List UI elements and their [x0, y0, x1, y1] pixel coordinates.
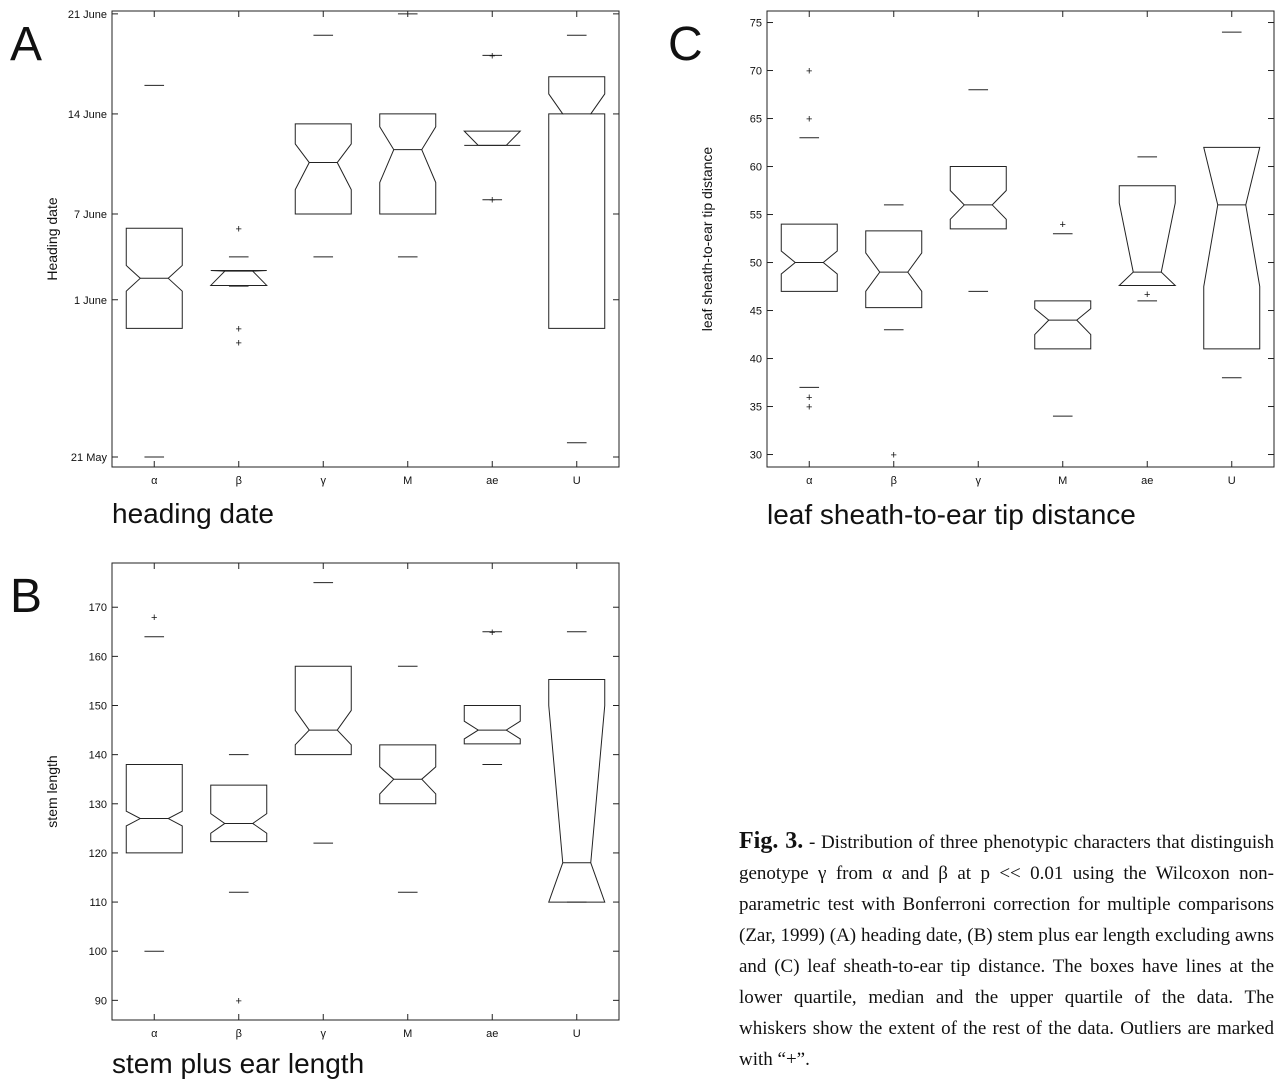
- outlier-marker: +: [489, 50, 495, 62]
- notched-box: [1203, 146, 1261, 350]
- y-tick-label: 7 June: [74, 209, 107, 221]
- outlier-marker: +: [806, 114, 812, 126]
- notched-box: [865, 230, 923, 309]
- x-tick-label: U: [573, 1028, 581, 1040]
- y-tick-label: 50: [750, 258, 762, 270]
- notched-box: [125, 227, 183, 329]
- outlier-marker: +: [806, 392, 812, 404]
- outlier-marker: +: [236, 995, 242, 1007]
- x-tick-label: β: [236, 1028, 242, 1040]
- outlier-marker: +: [236, 338, 242, 350]
- x-tick-label: α: [151, 475, 158, 487]
- outlier-marker: +: [891, 450, 897, 462]
- outlier-marker: +: [489, 627, 495, 639]
- notched-box: [949, 166, 1007, 230]
- notched-box: [463, 705, 521, 745]
- chart-title: heading date: [112, 498, 274, 529]
- y-tick-label: 100: [89, 946, 107, 958]
- x-tick-label: α: [151, 1028, 158, 1040]
- notched-box: [1034, 300, 1092, 350]
- figure-caption: Fig. 3. - Distribution of three phenotyp…: [739, 826, 1274, 1075]
- panel-letter: A: [10, 18, 42, 71]
- x-tick-label: M: [403, 1028, 412, 1040]
- y-tick-label: 120: [89, 848, 107, 860]
- notched-box: [780, 223, 838, 292]
- y-tick-label: 21 June: [68, 9, 107, 21]
- y-tick-label: 1 June: [74, 295, 107, 307]
- x-tick-label: α: [806, 475, 813, 487]
- outlier-marker: +: [236, 223, 242, 235]
- y-tick-label: 55: [750, 210, 762, 222]
- y-tick-label: 150: [89, 701, 107, 713]
- y-tick-label: 30: [750, 450, 762, 462]
- x-tick-label: γ: [321, 475, 327, 487]
- notched-box: [379, 744, 437, 805]
- x-tick-label: β: [236, 475, 242, 487]
- y-tick-label: 45: [750, 306, 762, 318]
- outlier-marker: +: [236, 323, 242, 335]
- chart-title: leaf sheath-to-ear tip distance: [767, 499, 1136, 530]
- y-tick-label: 21 May: [71, 452, 108, 464]
- panel-letter: C: [668, 18, 703, 71]
- plot-frame: [111, 562, 620, 1021]
- notched-box: [294, 123, 352, 215]
- x-tick-label: γ: [321, 1028, 327, 1040]
- y-axis-label: Heading date: [44, 197, 60, 281]
- notched-box: [210, 784, 268, 843]
- outlier-marker: +: [489, 195, 495, 207]
- outlier-marker: +: [1060, 219, 1066, 231]
- y-tick-label: 65: [750, 114, 762, 126]
- notched-box: [379, 113, 437, 215]
- x-tick-label: M: [1058, 475, 1067, 487]
- plot-frame: [111, 10, 620, 468]
- x-tick-label: U: [1228, 475, 1236, 487]
- notched-box: [125, 763, 183, 854]
- outlier-marker: +: [806, 402, 812, 414]
- panel-letter: B: [10, 570, 42, 623]
- y-tick-label: 14 June: [68, 109, 107, 121]
- y-tick-label: 130: [89, 799, 107, 811]
- caption-lead: Fig. 3.: [739, 828, 804, 854]
- outlier-marker: +: [151, 612, 157, 624]
- x-tick-label: ae: [1141, 475, 1153, 487]
- y-tick-label: 110: [89, 897, 107, 909]
- notched-box: [294, 665, 352, 756]
- y-tick-label: 140: [89, 750, 107, 762]
- y-tick-label: 70: [750, 66, 762, 78]
- y-tick-label: 170: [89, 602, 107, 614]
- x-tick-label: ae: [486, 1028, 498, 1040]
- y-axis-label: stem length: [44, 755, 60, 827]
- y-tick-label: 35: [750, 402, 762, 414]
- caption-text: - Distribution of three phenotypic chara…: [739, 832, 1274, 1070]
- notched-box: [209, 269, 268, 286]
- y-tick-label: 60: [750, 162, 762, 174]
- x-tick-label: γ: [976, 475, 982, 487]
- y-tick-label: 75: [750, 18, 762, 30]
- x-tick-label: ae: [486, 475, 498, 487]
- chart-title: stem plus ear length: [112, 1048, 364, 1079]
- outlier-marker: +: [1144, 289, 1150, 301]
- notched-box: [1118, 185, 1177, 287]
- x-tick-label: β: [891, 475, 897, 487]
- x-tick-label: M: [403, 475, 412, 487]
- plot-frame: [766, 10, 1275, 468]
- y-tick-label: 160: [89, 651, 107, 663]
- notched-box: [548, 678, 606, 903]
- notched-box: [548, 76, 606, 329]
- notched-box: [463, 130, 522, 146]
- y-tick-label: 90: [95, 995, 107, 1007]
- y-tick-label: 40: [750, 354, 762, 366]
- x-tick-label: U: [573, 475, 581, 487]
- outlier-marker: +: [806, 66, 812, 78]
- y-axis-label: leaf sheath-to-ear tip distance: [699, 147, 715, 332]
